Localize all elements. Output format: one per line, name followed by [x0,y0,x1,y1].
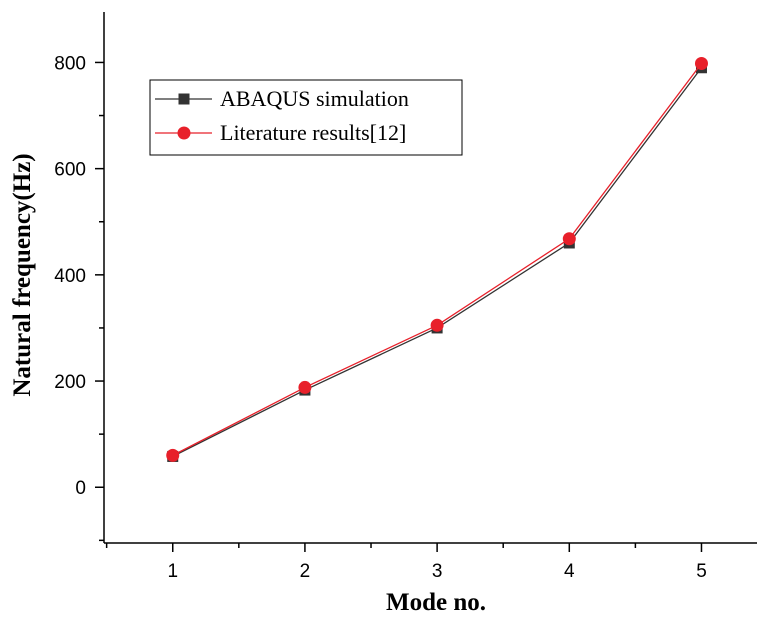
y-axis-ticks: 0 200 400 600 800 [54,53,104,542]
legend-box [149,79,463,156]
x-tick-label: 1 [167,561,178,582]
y-tick-label: 800 [54,53,86,74]
x-tick-label: 2 [300,561,311,582]
legend-swatch-marker [178,93,190,105]
x-tick-label: 3 [432,561,443,582]
data-point [694,57,708,71]
y-axis-title: Natural frequency(Hz) [9,153,36,396]
x-tick-label: 4 [564,561,575,582]
legend-item: Literature results[12] [155,120,406,145]
y-tick-label: 200 [54,372,86,393]
legend-label: ABAQUS simulation [220,86,409,111]
legend-item: ABAQUS simulation [155,86,409,111]
legend: ABAQUS simulation Literature results[12] [149,79,463,156]
data-point [166,448,180,462]
series-layer [166,57,708,462]
legend-label: Literature results[12] [220,120,406,145]
x-axis-ticks: 1 2 3 4 5 [105,543,707,582]
axes [103,12,757,544]
series [166,57,708,462]
data-point [562,232,576,246]
y-tick-label: 400 [54,266,86,287]
y-tick-label: 0 [75,478,86,499]
legend-swatch-marker [177,126,191,140]
x-axis-title: Mode no. [386,589,486,616]
y-tick-label: 600 [54,160,86,181]
legend-items: ABAQUS simulation Literature results[12] [155,86,409,145]
data-point [430,318,444,332]
data-point [298,380,312,394]
x-tick-label: 5 [696,561,707,582]
